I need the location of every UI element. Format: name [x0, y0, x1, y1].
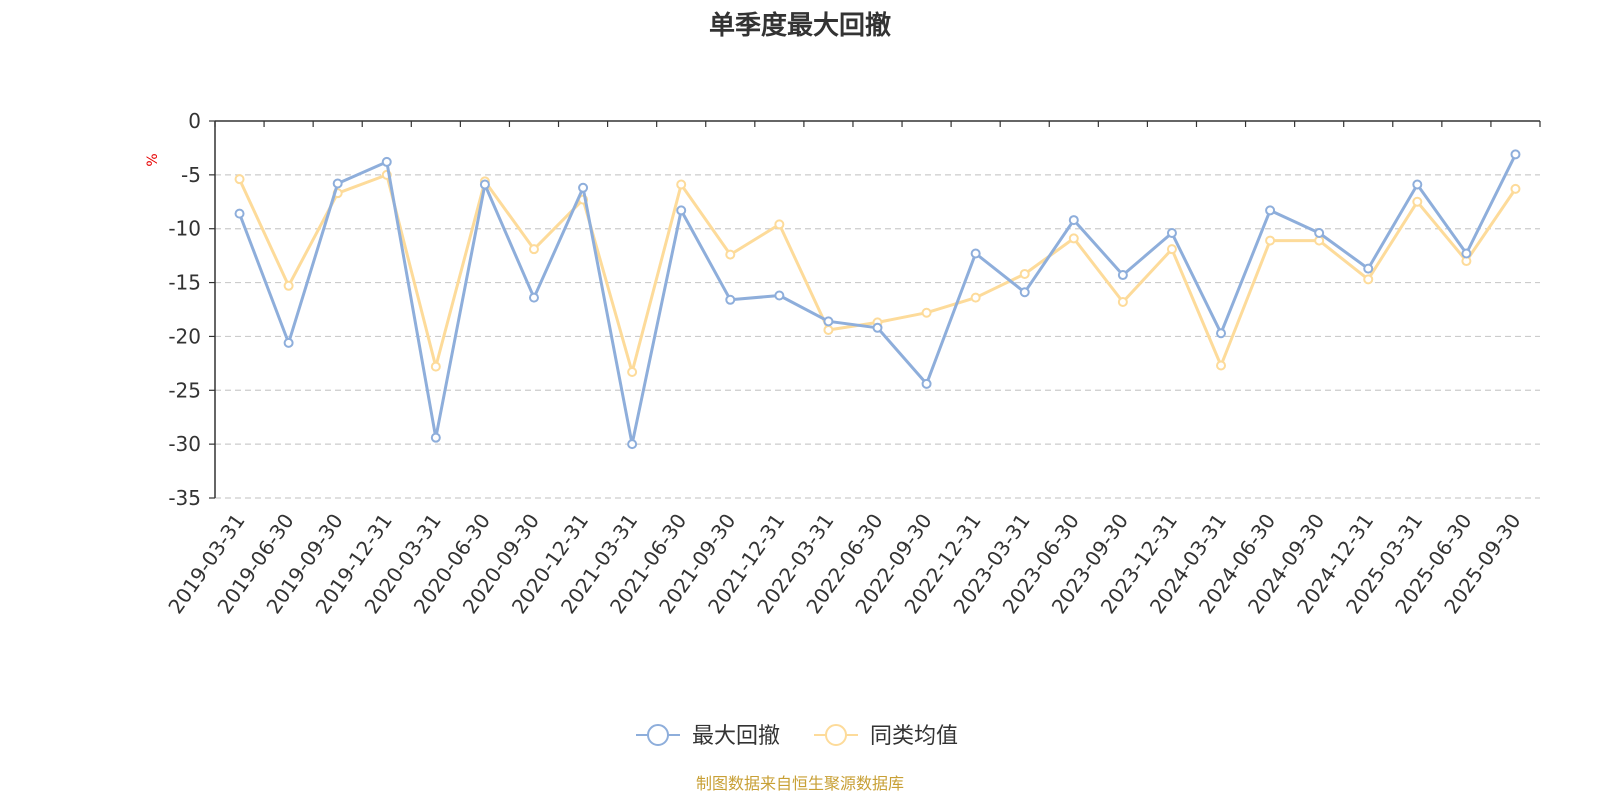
y-tick-label: -25: [168, 378, 201, 402]
data-point: [430, 361, 441, 372]
data-point: [1117, 270, 1128, 281]
data-point: [1510, 149, 1521, 160]
data-point: [676, 205, 687, 216]
data-point: [774, 219, 785, 230]
data-point: [1510, 183, 1521, 194]
data-point: [921, 378, 932, 389]
data-point: [1166, 228, 1177, 239]
data-point: [1019, 287, 1030, 298]
y-tick-label: -10: [168, 217, 201, 241]
data-point: [627, 366, 638, 377]
data-point: [332, 178, 343, 189]
data-point: [676, 179, 687, 190]
data-point: [1019, 268, 1030, 279]
legend-marker: [825, 724, 847, 746]
series-line: [238, 173, 1517, 374]
source-note: 制图数据来自恒生聚源数据库: [696, 774, 904, 793]
data-point: [1461, 248, 1472, 259]
data-point: [970, 292, 981, 303]
data-point: [1265, 235, 1276, 246]
data-point: [430, 432, 441, 443]
legend-item: 同类均值: [814, 724, 958, 749]
data-point: [872, 322, 883, 333]
data-point: [1216, 328, 1227, 339]
data-point: [725, 294, 736, 305]
x-tick-labels: 2019-03-312019-06-302019-09-302019-12-31…: [163, 509, 1525, 618]
legend-item: 最大回撤: [636, 724, 780, 749]
legend-label: 最大回撤: [692, 724, 780, 749]
data-point: [1363, 263, 1374, 274]
y-tick-label: 0: [188, 109, 201, 133]
data-point: [234, 208, 245, 219]
y-tick-label: -15: [168, 271, 201, 295]
legend-marker: [647, 724, 669, 746]
series-max-drawdown: [234, 149, 1521, 450]
data-point: [234, 174, 245, 185]
data-point: [921, 307, 932, 318]
y-tick-label: -35: [168, 486, 201, 510]
y-tick-labels: 0 -5 -10 -15 -20 -25 -30 -35: [168, 109, 201, 510]
data-point: [283, 280, 294, 291]
data-point: [1216, 360, 1227, 371]
data-point: [1265, 205, 1276, 216]
data-point: [1363, 274, 1374, 285]
grid-lines: [215, 174, 1540, 499]
data-point: [1412, 179, 1423, 190]
series-peer-average: [234, 169, 1521, 377]
data-point: [823, 324, 834, 335]
y-tick-label: -20: [168, 324, 201, 348]
y-tick-label: -30: [168, 432, 201, 456]
y-axis-unit: %: [145, 153, 161, 166]
data-point: [381, 156, 392, 167]
data-point: [479, 179, 490, 190]
data-point: [528, 244, 539, 255]
chart-title: 单季度最大回撤: [709, 10, 891, 41]
data-point: [578, 182, 589, 193]
data-point: [528, 292, 539, 303]
data-point: [1314, 228, 1325, 239]
series-group: [234, 149, 1521, 450]
data-point: [774, 290, 785, 301]
data-point: [823, 316, 834, 327]
axes: [209, 120, 1541, 499]
data-point: [1068, 215, 1079, 226]
data-point: [1117, 296, 1128, 307]
data-point: [725, 249, 736, 260]
data-point: [1412, 196, 1423, 207]
data-point: [1166, 244, 1177, 255]
data-point: [627, 439, 638, 450]
data-point: [970, 248, 981, 259]
data-point: [283, 337, 294, 348]
legend-label: 同类均值: [870, 724, 958, 749]
legend: 最大回撤 同类均值: [636, 724, 958, 749]
data-point: [1068, 233, 1079, 244]
y-tick-label: -5: [181, 163, 201, 187]
series-line: [238, 153, 1517, 446]
